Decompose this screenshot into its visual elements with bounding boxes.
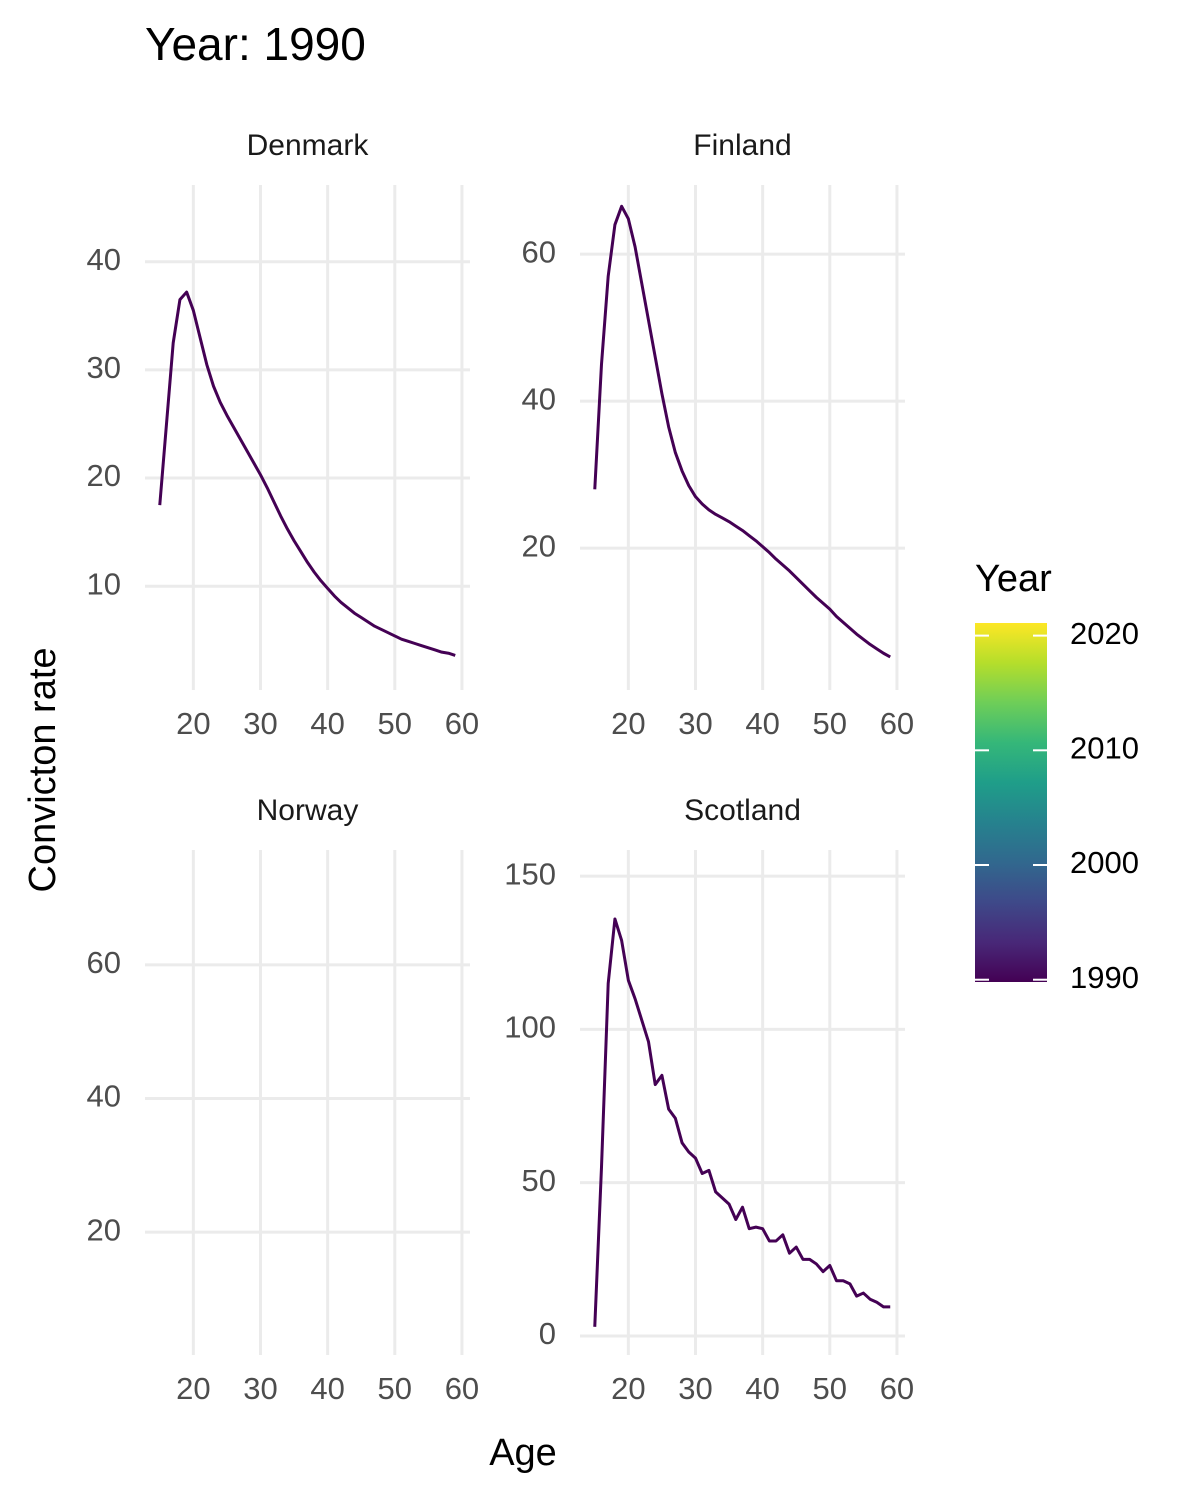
chart-title: Year: 1990 <box>145 18 366 70</box>
x-tick-label: 60 <box>445 1371 479 1406</box>
y-tick-label: 40 <box>87 1079 121 1114</box>
x-axis-title: Age <box>489 1432 557 1474</box>
data-line <box>158 290 456 657</box>
data-line <box>593 917 891 1327</box>
legend-tick-label: 2000 <box>1070 845 1139 880</box>
x-tick-label: 40 <box>745 706 779 741</box>
facet-title: Denmark <box>247 129 370 162</box>
y-tick-label: 30 <box>87 350 121 385</box>
colorbar <box>975 623 1047 982</box>
y-tick-label: 100 <box>504 1010 556 1045</box>
x-tick-label: 30 <box>243 1371 277 1406</box>
legend-tick-label: 2020 <box>1070 616 1139 651</box>
legend-tick-label: 1990 <box>1070 960 1139 995</box>
y-tick-label: 20 <box>87 1212 121 1247</box>
x-tick-label: 50 <box>813 706 847 741</box>
x-tick-label: 20 <box>176 1371 210 1406</box>
y-tick-label: 40 <box>87 242 121 277</box>
facet-title: Finland <box>693 129 791 162</box>
x-tick-label: 30 <box>678 706 712 741</box>
facet-title: Scotland <box>684 794 801 827</box>
x-tick-label: 20 <box>611 706 645 741</box>
x-tick-label: 30 <box>678 1371 712 1406</box>
x-tick-label: 60 <box>880 1371 914 1406</box>
legend-tick-label: 2010 <box>1070 731 1139 766</box>
x-tick-label: 60 <box>445 706 479 741</box>
y-tick-label: 50 <box>522 1163 556 1198</box>
x-tick-label: 30 <box>243 706 277 741</box>
y-tick-label: 0 <box>539 1316 556 1351</box>
x-tick-label: 40 <box>745 1371 779 1406</box>
x-tick-label: 20 <box>611 1371 645 1406</box>
x-tick-label: 50 <box>378 1371 412 1406</box>
y-tick-label: 40 <box>522 381 556 416</box>
y-tick-label: 10 <box>87 566 121 601</box>
facet-title: Norway <box>257 794 359 827</box>
y-tick-label: 20 <box>522 528 556 563</box>
y-tick-label: 20 <box>87 458 121 493</box>
y-tick-label: 150 <box>504 856 556 891</box>
legend-title: Year <box>975 558 1052 600</box>
y-axis-title: Convicton rate <box>22 647 64 892</box>
y-tick-label: 60 <box>87 945 121 980</box>
x-tick-label: 50 <box>378 706 412 741</box>
data-line <box>593 204 891 659</box>
x-tick-label: 20 <box>176 706 210 741</box>
y-tick-label: 60 <box>522 234 556 269</box>
x-tick-label: 50 <box>813 1371 847 1406</box>
x-tick-label: 40 <box>310 1371 344 1406</box>
x-tick-label: 40 <box>310 706 344 741</box>
x-tick-label: 60 <box>880 706 914 741</box>
